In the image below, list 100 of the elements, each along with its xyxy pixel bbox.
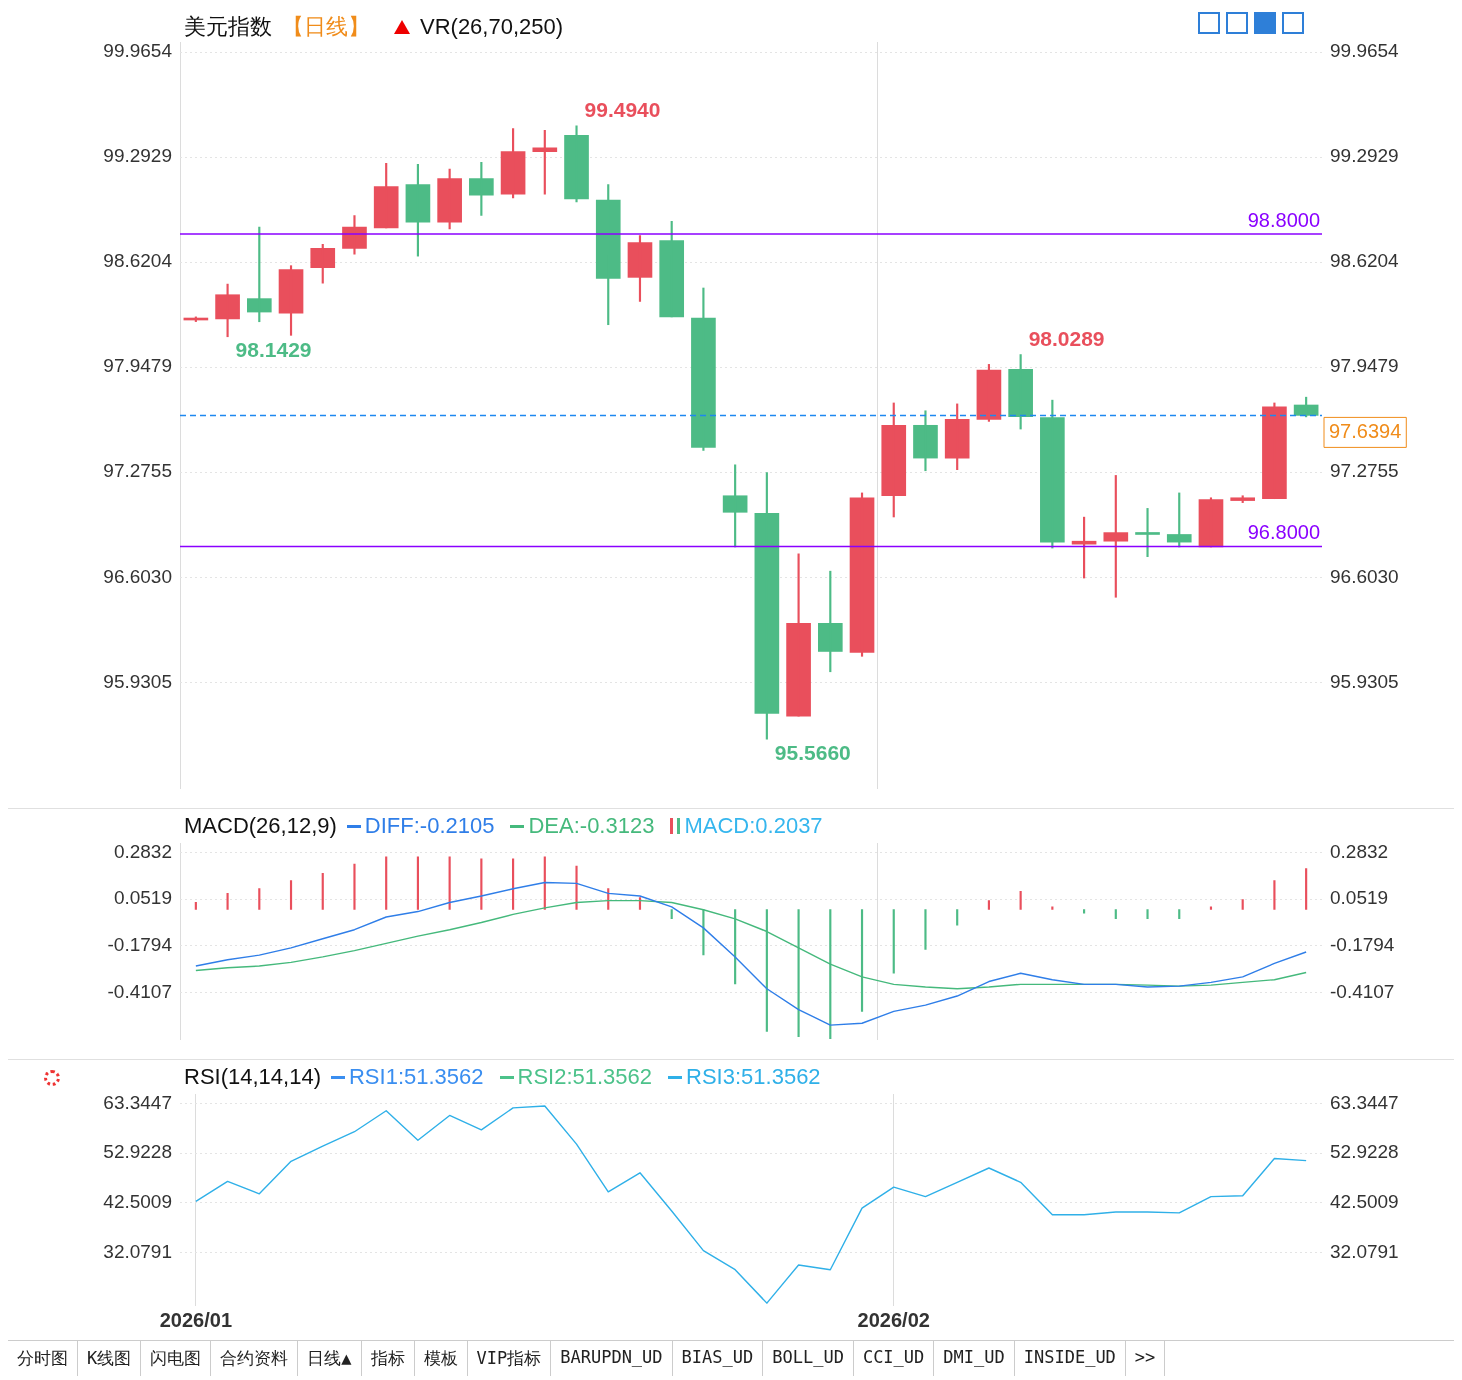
legend-label: DEA:-0.3123	[528, 813, 655, 839]
y-tick-label: 52.9228	[103, 1141, 172, 1163]
text: 日线▲	[298, 1341, 362, 1376]
y-tick-label: 0.2832	[113, 840, 172, 862]
annotation: 95.5660	[774, 740, 851, 764]
candlestick	[1040, 399, 1065, 549]
candlestick	[215, 283, 240, 338]
bar	[670, 909, 673, 919]
y-tick-label: 32.0791	[103, 1240, 172, 1262]
y2-tick-label: 52.9228	[1330, 1141, 1399, 1163]
text: BARUPDN_UD	[551, 1341, 673, 1376]
y-tick-label: 42.5009	[103, 1191, 172, 1213]
bar	[480, 858, 483, 910]
text: BIAS_UD	[672, 1341, 764, 1376]
candlestick	[373, 162, 399, 229]
legend-label: RSI3:51.3562	[686, 1064, 821, 1090]
y2-tick-label: 0.2832	[1330, 840, 1389, 862]
y-tick-label: 99.2929	[103, 145, 172, 167]
bar	[924, 909, 927, 950]
chart-title: MACD(26,12,9)	[184, 813, 337, 839]
y2-tick-label: 63.3447	[1330, 1091, 1399, 1113]
y2-tick-label: 96.6030	[1330, 565, 1399, 587]
bar	[512, 858, 515, 910]
legend-label: DIFF:-0.2105	[364, 813, 495, 839]
text: >>	[1125, 1341, 1166, 1376]
y-tick-label: 97.2755	[103, 460, 172, 482]
y2-tick-label: 97.9479	[1330, 355, 1399, 377]
bar	[321, 872, 324, 910]
bar	[1146, 909, 1149, 919]
y-tick-label: 0.0519	[113, 887, 172, 909]
y2-tick-label: -0.1794	[1330, 933, 1395, 955]
y2-tick-label: 0.0519	[1330, 887, 1389, 909]
legend-label: RSI2:51.3562	[517, 1064, 653, 1090]
y2-tick-label: 98.6204	[1330, 250, 1400, 272]
chart-title: 美元指数	[184, 13, 272, 41]
text: BOLL_UD	[763, 1341, 854, 1376]
candlestick	[786, 553, 811, 717]
y-tick-label: 96.6030	[103, 565, 172, 587]
candlestick	[1008, 354, 1033, 430]
candlestick	[881, 402, 907, 518]
y2-tick-label: -0.4107	[1330, 980, 1395, 1002]
annotation: 98.0289	[1028, 326, 1105, 350]
candlestick	[1166, 492, 1192, 548]
candlestick	[532, 130, 558, 195]
bar	[289, 880, 293, 910]
y-tick-label: 97.9479	[103, 355, 172, 377]
bar	[956, 909, 959, 926]
candlestick	[1135, 508, 1160, 557]
text: 分时图	[8, 1341, 78, 1376]
text: 闪电图	[141, 1341, 212, 1376]
ref-line-label: 98.8000	[1247, 208, 1320, 231]
text: DMI_UD	[934, 1341, 1015, 1376]
bar	[1273, 880, 1276, 910]
bar	[575, 865, 578, 910]
bar	[892, 909, 895, 974]
candlestick	[1230, 495, 1256, 503]
bar	[353, 863, 356, 910]
candlestick	[310, 244, 336, 284]
chart-subtitle: 【日线】	[282, 13, 370, 41]
y2-tick-label: 97.2755	[1330, 460, 1399, 482]
legend-label: MACD:0.2037	[684, 813, 823, 839]
candlestick	[469, 161, 494, 216]
y-tick-label: 63.3447	[103, 1091, 172, 1113]
candlestick	[595, 184, 621, 326]
candlestick	[1262, 402, 1287, 500]
y2-tick-label: 99.9654	[1330, 40, 1400, 62]
bar	[416, 856, 419, 910]
y-tick-label: 98.6204	[103, 250, 173, 272]
text: K线图	[78, 1341, 142, 1376]
bar	[1178, 909, 1181, 919]
candlestick	[405, 163, 431, 257]
y-tick-label: 99.9654	[103, 40, 173, 62]
chart-title: RSI(14,14,14)	[184, 1064, 321, 1090]
y2-tick-label: 42.5009	[1330, 1191, 1399, 1213]
bar	[1209, 906, 1213, 910]
candlestick	[722, 464, 748, 548]
annotation: 99.4940	[584, 98, 661, 122]
text: 模板	[414, 1341, 468, 1376]
candlestick	[691, 287, 716, 451]
text: CCI_UD	[853, 1341, 935, 1376]
x-tick-label: 2026/01	[159, 1308, 233, 1331]
text: 合约资料	[211, 1341, 299, 1376]
bar	[1051, 906, 1054, 910]
legend-label: RSI1:51.3562	[348, 1064, 484, 1090]
text: VIP指标	[467, 1341, 552, 1376]
bar	[1241, 899, 1244, 910]
bar	[448, 856, 451, 910]
ref-line-label: 97.6394	[1329, 419, 1402, 442]
y-tick-label: -0.1794	[107, 933, 173, 955]
bar	[1305, 868, 1308, 910]
bar	[1019, 891, 1022, 910]
text: INSIDE_UD	[1014, 1341, 1126, 1376]
bar	[987, 900, 990, 910]
bar	[258, 888, 261, 910]
candlestick	[437, 168, 462, 230]
y2-tick-label: 99.2929	[1330, 145, 1399, 167]
bar	[1114, 909, 1117, 919]
y2-tick-label: 95.9305	[1330, 670, 1399, 692]
text: VR(26,70,250)	[420, 14, 564, 40]
candlestick	[627, 235, 653, 302]
